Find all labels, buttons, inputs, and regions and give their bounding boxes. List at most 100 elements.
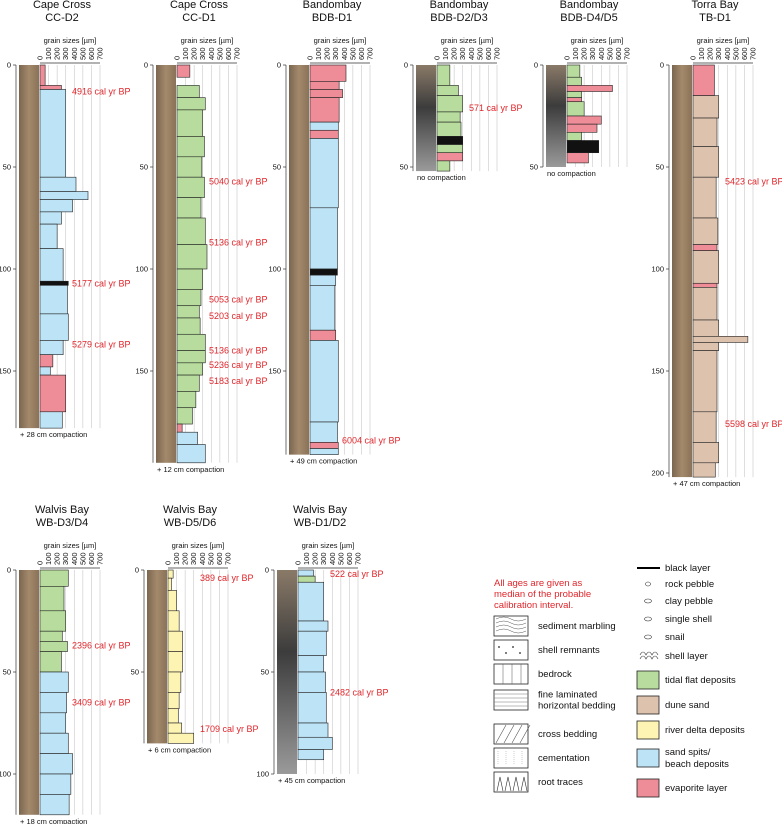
layer-bar (692, 342, 720, 351)
layer-bar (39, 671, 69, 693)
x-tick-label: 200 (190, 47, 199, 60)
legend-label: beach deposits (665, 759, 729, 770)
x-tick-label: 600 (345, 552, 354, 565)
layer-bar (692, 176, 717, 219)
y-tick-label: 200 (651, 469, 664, 478)
x-tick-label: 500 (348, 47, 357, 60)
layer-bar (39, 630, 63, 642)
x-tick-label: 600 (740, 47, 749, 60)
legend-pattern (505, 652, 507, 654)
y-tick-label: 100 (135, 265, 148, 274)
x-axis-label: grain sizes [µm] (571, 36, 624, 45)
layer-bar (297, 630, 327, 656)
y-tick-label: 150 (135, 367, 148, 376)
y-tick-label: 150 (268, 367, 281, 376)
x-tick-label: 400 (723, 47, 732, 60)
legend-pattern (495, 624, 527, 630)
age-label: 2482 cal yr BP (330, 687, 389, 697)
layer-bar (297, 569, 314, 577)
x-tick-label: 500 (78, 47, 87, 60)
y-tick-label: 50 (3, 163, 11, 172)
legend-pattern (511, 724, 523, 744)
legend-label: black layer (665, 563, 710, 574)
core-title: Bandombay (303, 0, 362, 11)
legend-pattern (495, 616, 527, 622)
layer-bar (39, 411, 63, 429)
layer-bar (692, 95, 720, 119)
legend-swatch (636, 720, 660, 740)
x-axis-label: grain sizes [µm] (697, 36, 750, 45)
x-tick-label: 500 (336, 552, 345, 565)
layer-bar (297, 692, 327, 724)
layer-bar (309, 81, 340, 90)
layer-bar (39, 89, 67, 178)
layer-bar (297, 581, 325, 622)
legend-label: cross bedding (538, 729, 597, 740)
x-tick-label: 300 (61, 552, 70, 565)
layer-bar (39, 285, 68, 315)
age-label: 389 cal yr BP (200, 573, 254, 583)
legend-label: shell layer (665, 651, 708, 662)
age-label: 5136 cal yr BP (209, 346, 268, 356)
layer-bar (309, 340, 339, 423)
y-tick-label: 0 (144, 61, 148, 70)
layer-bar (176, 244, 208, 270)
x-tick-label: 100 (44, 552, 53, 565)
x-tick-label: 0 (294, 561, 303, 565)
layer-bar (39, 651, 62, 673)
layer-bar (176, 423, 183, 433)
layer-bar (176, 391, 197, 409)
y-tick-label: 100 (256, 770, 269, 779)
age-label: 5423 cal yr BP (725, 176, 782, 186)
age-label: 5598 cal yr BP (725, 419, 782, 429)
y-tick-label: 150 (651, 367, 664, 376)
layer-bar (692, 117, 718, 147)
core-photo (19, 65, 39, 429)
core-title: BDB-D2/D3 (430, 12, 487, 24)
x-tick-label: 600 (484, 47, 493, 60)
x-axis-label: grain sizes [µm] (314, 36, 367, 45)
legend-swatch (493, 723, 529, 745)
x-tick-label: 300 (458, 47, 467, 60)
layer-bar (692, 282, 718, 288)
x-tick-label: 100 (571, 47, 580, 60)
core-title: BDB-D4/D5 (560, 12, 617, 24)
x-tick-label: 0 (433, 56, 442, 60)
layer-bar (176, 362, 204, 376)
y-tick-label: 50 (261, 668, 269, 677)
y-tick-label: 50 (140, 163, 148, 172)
compaction-note: no compaction (417, 173, 466, 182)
x-tick-label: 0 (689, 56, 698, 60)
layer-bar (176, 268, 204, 290)
x-tick-label: 300 (189, 552, 198, 565)
legend-label: river delta deposits (665, 725, 745, 736)
layer-bar (167, 692, 180, 710)
layer-bar (436, 144, 464, 154)
layer-bar (39, 340, 64, 355)
core-photo (277, 570, 297, 774)
layer-bar (692, 287, 718, 321)
legend-swatch (493, 663, 529, 685)
layer-bar (309, 442, 339, 449)
legend-label: dune sand (665, 700, 709, 711)
x-tick-label: 0 (36, 561, 45, 565)
x-tick-label: 0 (563, 56, 572, 60)
x-tick-label: 400 (597, 47, 606, 60)
core-photo (672, 65, 692, 478)
layer-bar (39, 712, 67, 734)
layer-bar (167, 708, 179, 724)
core-title: Walvis Bay (293, 504, 347, 516)
layer-bar (176, 444, 206, 464)
layer-bar (176, 156, 203, 178)
layer-bar (297, 749, 325, 761)
x-tick-label: 700 (623, 47, 632, 60)
age-label: 5279 cal yr BP (72, 339, 131, 349)
x-tick-label: 200 (53, 47, 62, 60)
layer-bar (692, 64, 715, 96)
core-title: Cape Cross (33, 0, 92, 11)
age-label: 571 cal yr BP (469, 103, 523, 113)
legend-symbol (644, 598, 652, 604)
x-tick-label: 500 (78, 552, 87, 565)
core-photo (147, 570, 167, 744)
